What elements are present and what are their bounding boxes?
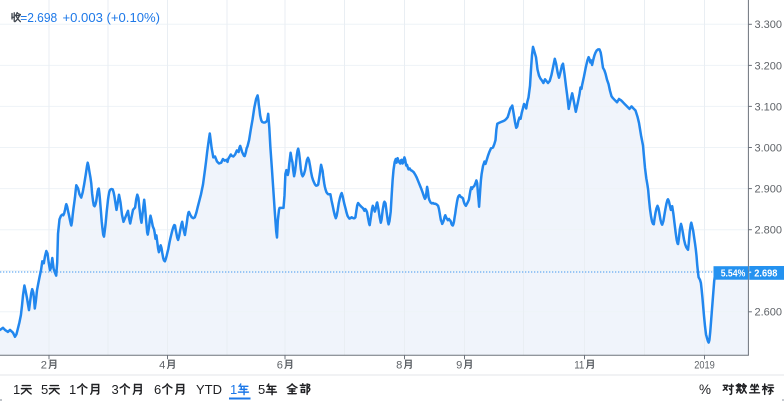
svg-text:3.000: 3.000 [755,142,783,154]
svg-text:3.200: 3.200 [755,60,783,72]
svg-text:4: 4 [159,359,165,371]
svg-text:2.600: 2.600 [755,307,783,319]
svg-text:1: 1 [13,382,20,397]
svg-text:1: 1 [69,382,76,397]
svg-text:3.100: 3.100 [755,101,783,113]
svg-text:5: 5 [41,382,48,397]
svg-text:+0.003 (+0.10%): +0.003 (+0.10%) [63,10,161,25]
svg-text:6: 6 [154,382,161,397]
svg-text:2: 2 [41,359,47,371]
svg-text:9: 9 [456,359,462,371]
svg-text:11: 11 [574,359,584,371]
svg-text:2.800: 2.800 [755,225,783,237]
svg-text:2.900: 2.900 [755,184,783,196]
svg-text:8: 8 [396,359,402,371]
svg-text:6: 6 [277,359,283,371]
svg-text:3.300: 3.300 [755,19,783,31]
svg-text:5.54%: 5.54% [721,268,746,280]
svg-text:YTD: YTD [196,382,222,397]
svg-text:2.698: 2.698 [754,268,777,280]
svg-text:5: 5 [258,382,265,397]
svg-text:=2.698: =2.698 [20,10,57,25]
svg-text:2019: 2019 [694,359,715,371]
svg-text:%: % [699,382,711,397]
svg-text:3: 3 [112,382,119,397]
svg-text:1: 1 [230,382,237,397]
